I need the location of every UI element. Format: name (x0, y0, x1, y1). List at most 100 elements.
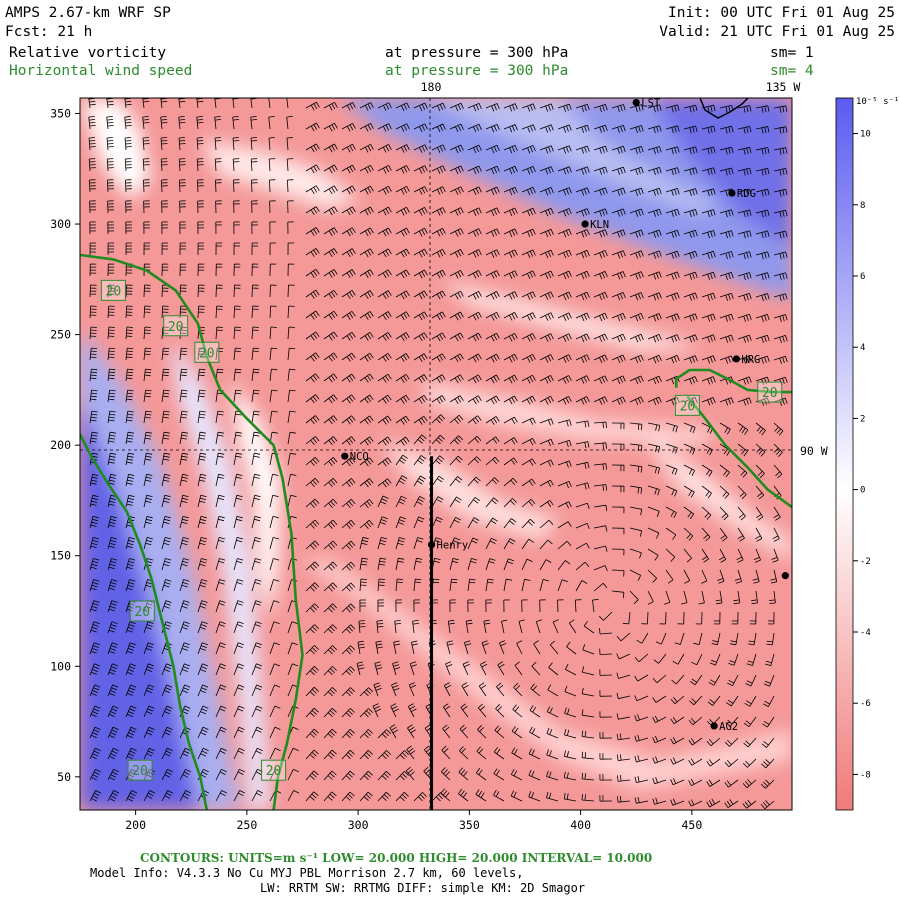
wind-barb (539, 375, 554, 384)
wind-barb (617, 775, 631, 782)
wind-barb (755, 251, 770, 260)
wind-barb (670, 757, 685, 765)
wind-barb (341, 478, 356, 488)
wind-barb (413, 394, 428, 404)
wind-barb (305, 436, 320, 446)
wind-barb (467, 517, 480, 529)
wind-barb (737, 506, 746, 521)
wind-barb (197, 600, 208, 613)
wind-barb (287, 621, 298, 634)
wind-barb (359, 102, 374, 111)
wind-barb (689, 695, 703, 706)
wind-barb (341, 185, 356, 195)
wind-barb (485, 270, 500, 279)
wind-barb (557, 187, 572, 196)
wind-barb (215, 663, 227, 676)
wind-barb (467, 537, 479, 550)
wind-barb (582, 644, 595, 655)
wind-barb (323, 749, 337, 760)
wind-barb (287, 494, 297, 508)
wind-barb (485, 144, 500, 154)
field1-name: Relative vorticity (9, 45, 166, 61)
wind-barb (701, 104, 716, 113)
wind-barb (467, 249, 482, 258)
wind-barb (305, 394, 320, 404)
wind-barb (727, 674, 739, 687)
wind-barb (341, 352, 356, 362)
contour-line (80, 433, 209, 810)
wind-barb (161, 242, 169, 256)
contour-label: 20 (680, 399, 696, 414)
wind-barb (521, 578, 531, 592)
wind-barb (483, 619, 491, 634)
wind-barb (377, 332, 392, 341)
wind-barb (467, 578, 476, 592)
wind-barb (215, 200, 222, 214)
wind-barb (521, 395, 536, 405)
wind-barb (413, 792, 427, 802)
wind-barb (485, 103, 500, 112)
wind-barb (503, 477, 518, 487)
wind-barb (737, 188, 752, 197)
wind-barb (744, 695, 757, 707)
wind-barb (706, 779, 721, 787)
wind-barb (449, 165, 464, 175)
wind-barb (161, 705, 173, 718)
wind-barb (773, 168, 788, 176)
wind-barb (214, 137, 222, 151)
station-label: HRG (741, 354, 760, 366)
wind-barb (413, 599, 420, 613)
wind-barb (467, 332, 482, 342)
wind-barb (391, 682, 400, 697)
wind-barb (395, 248, 410, 258)
wind-barb (143, 284, 151, 298)
wind-barb (323, 708, 337, 718)
wind-barb (143, 621, 154, 634)
wind-barb (599, 690, 613, 697)
wind-barb (232, 137, 240, 151)
wind-barb (599, 669, 613, 676)
wind-barb (485, 578, 494, 592)
wind-barb (251, 284, 259, 298)
wind-barb (652, 756, 667, 764)
wind-barb (557, 249, 572, 259)
wind-barb (683, 271, 698, 280)
wind-barb (125, 747, 137, 760)
wind-barb (742, 799, 757, 809)
wind-barb (485, 207, 500, 217)
contour-label: 20 (134, 605, 150, 620)
wind-barb (107, 263, 115, 277)
wind-barb (197, 494, 207, 508)
wind-barb (611, 312, 626, 322)
wind-barb (771, 548, 779, 563)
wind-barb (521, 374, 536, 384)
wind-barb (462, 661, 470, 676)
wind-barb (719, 251, 734, 260)
wind-barb (449, 290, 464, 300)
wind-barb (107, 684, 119, 697)
wind-barb (557, 124, 572, 133)
wind-barb (143, 326, 151, 340)
wind-barb (413, 434, 427, 445)
wind-barb (467, 435, 482, 445)
wind-barb (107, 726, 119, 739)
wind-barb (215, 452, 225, 466)
contour-label: 20 (199, 346, 215, 361)
wind-speed-contours (80, 253, 792, 810)
wind-barb (233, 684, 245, 697)
wind-barb (665, 355, 680, 364)
wind-barb (557, 166, 572, 175)
wind-barb (233, 389, 242, 403)
wind-barb (143, 179, 150, 193)
wind-barb (233, 263, 241, 277)
wind-barb (701, 569, 708, 584)
wind-barb (341, 749, 355, 760)
wind-barb (521, 124, 536, 133)
wind-barb (647, 208, 662, 217)
wind-barb (611, 422, 625, 430)
wind-barb (652, 715, 667, 723)
wind-barb (161, 579, 172, 592)
wind-barb (143, 242, 151, 256)
wind-barb (269, 600, 280, 613)
wind-barb (575, 375, 590, 384)
